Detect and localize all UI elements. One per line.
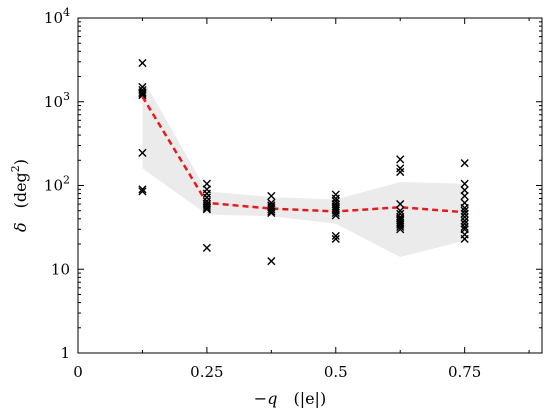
data-point bbox=[138, 91, 147, 100]
data-point bbox=[396, 225, 405, 234]
data-point bbox=[396, 222, 405, 232]
data-point bbox=[460, 159, 469, 168]
data-point bbox=[202, 205, 211, 214]
data-point bbox=[460, 186, 469, 195]
data-point bbox=[460, 209, 469, 218]
data-point bbox=[460, 203, 469, 213]
data-point bbox=[396, 155, 405, 164]
data-point bbox=[267, 208, 276, 218]
data-point bbox=[202, 243, 211, 252]
x-axis-label-unit: (|e|) bbox=[293, 389, 326, 408]
data-points bbox=[138, 58, 469, 266]
data-point bbox=[460, 222, 469, 232]
y-tick-labels: 1 10 102 103 104 bbox=[44, 6, 70, 362]
band-area bbox=[142, 78, 465, 258]
data-point bbox=[460, 212, 469, 222]
data-point bbox=[138, 89, 147, 98]
y-tick-label: 10 bbox=[51, 260, 70, 278]
data-point bbox=[202, 201, 211, 211]
confidence-band bbox=[142, 78, 465, 258]
y-axis-label-var: δ bbox=[11, 222, 30, 232]
y-axis-label: δ (deg2) bbox=[9, 159, 30, 232]
x-tick-label: 0 bbox=[73, 363, 83, 381]
data-point bbox=[460, 216, 469, 225]
x-axis-label-var: −q bbox=[254, 389, 278, 408]
data-point bbox=[396, 167, 405, 177]
data-point bbox=[460, 206, 469, 215]
x-tick-label: 0.25 bbox=[190, 363, 223, 381]
y-tick-label: 102 bbox=[44, 174, 70, 195]
axis-ticks bbox=[77, 17, 542, 354]
y-tick-label: 1 bbox=[60, 344, 70, 362]
data-point bbox=[331, 234, 340, 244]
data-point bbox=[202, 203, 211, 213]
x-tick-labels: 0 0.25 0.5 0.75 bbox=[73, 363, 481, 381]
x-axis-label: −q (|e|) bbox=[254, 389, 326, 408]
data-point bbox=[138, 148, 147, 158]
y-axis-label-unit-suffix: ) bbox=[11, 159, 30, 165]
data-point bbox=[460, 234, 469, 244]
y-tick-label: 104 bbox=[44, 6, 70, 27]
plot-frame bbox=[77, 17, 543, 354]
data-point bbox=[331, 208, 340, 218]
data-point bbox=[460, 191, 469, 201]
mean-trend-line bbox=[141, 96, 465, 214]
y-axis-label-unit-prefix: (deg bbox=[11, 172, 30, 208]
data-point bbox=[396, 206, 405, 215]
data-point bbox=[267, 207, 276, 216]
data-point bbox=[396, 164, 405, 173]
x-tick-label: 0.5 bbox=[324, 363, 348, 381]
data-point bbox=[202, 193, 211, 202]
data-point bbox=[138, 185, 147, 194]
data-point bbox=[267, 205, 276, 214]
data-point bbox=[138, 187, 147, 196]
data-point bbox=[331, 211, 340, 220]
data-point bbox=[138, 88, 147, 97]
x-tick-label: 0.75 bbox=[448, 363, 481, 381]
trend-line-path bbox=[141, 96, 465, 214]
data-point bbox=[138, 58, 147, 68]
data-point bbox=[267, 257, 276, 266]
data-point bbox=[331, 231, 340, 241]
data-point bbox=[460, 179, 469, 188]
data-point bbox=[331, 190, 340, 199]
y-tick-label: 103 bbox=[44, 90, 70, 111]
y-axis-label-unit-sup: 2 bbox=[9, 165, 22, 172]
data-point bbox=[267, 191, 276, 201]
data-point bbox=[396, 199, 405, 209]
